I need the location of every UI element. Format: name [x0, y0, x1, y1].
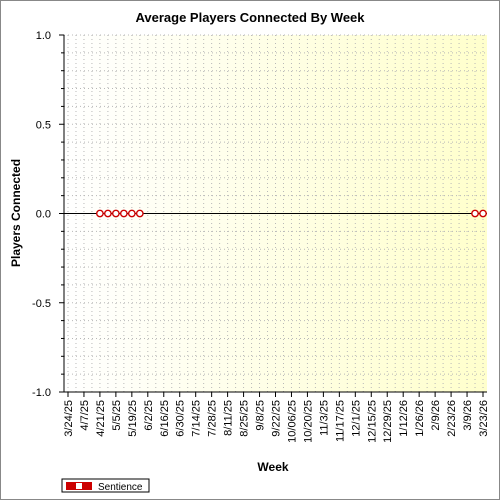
y-tick-label: 1.0 [36, 30, 51, 42]
x-tick-label: 5/19/25 [127, 400, 139, 437]
legend-marker-sentience [76, 483, 82, 489]
x-tick-label: 8/25/25 [239, 400, 251, 437]
data-point [135, 209, 144, 218]
data-point [479, 209, 487, 218]
x-tick-label: 12/1/25 [350, 400, 362, 437]
x-tick-label: 6/30/25 [175, 400, 187, 437]
x-tick-label: 12/15/25 [366, 400, 378, 443]
x-tick-label: 2/23/26 [446, 400, 458, 437]
x-tick-label: 10/06/25 [286, 400, 298, 443]
y-tick-label: -1.0 [32, 387, 51, 399]
data-point [111, 209, 120, 218]
x-tick-label: 7/28/25 [207, 400, 219, 437]
x-tick-label: 3/9/26 [462, 400, 474, 431]
series-sentience [96, 209, 487, 218]
x-tick-label: 3/24/25 [63, 400, 75, 437]
x-tick-label: 9/8/25 [255, 400, 267, 431]
x-tick-label: 6/2/25 [143, 400, 155, 431]
x-tick-label: 9/22/25 [271, 400, 283, 437]
y-axis-title: Players Connected [9, 159, 23, 267]
x-tick-label: 3/23/26 [478, 400, 490, 437]
legend-label-sentience: Sentience [98, 482, 143, 493]
x-tick-label: 12/29/25 [382, 400, 394, 443]
x-tick-label: 2/9/26 [430, 400, 442, 431]
x-tick-label: 4/21/25 [95, 400, 107, 437]
x-tick-label: 5/5/25 [111, 400, 123, 431]
x-tick-label: 8/11/25 [223, 400, 235, 436]
x-axis-ticks: 3/24/25 4/7/25 4/21/25 5/5/25 5/19/25 6/2/25 6… [63, 392, 490, 443]
data-point [471, 209, 479, 218]
x-tick-label: 1/26/26 [414, 400, 426, 437]
x-tick-label: 7/14/25 [191, 400, 203, 437]
x-tick-label: 1/12/26 [398, 400, 410, 437]
x-tick-label: 11/3/25 [318, 400, 330, 436]
y-tick-label: 0.5 [36, 119, 51, 131]
x-axis-title: Week [257, 460, 288, 474]
y-axis-ticks: 1.0 0.5 0.0 -0.5 -1.0 [32, 30, 64, 399]
data-point [103, 209, 112, 218]
x-tick-label: 11/17/25 [334, 400, 346, 442]
x-tick-label: 4/7/25 [79, 400, 91, 431]
data-point [119, 209, 128, 218]
x-tick-label: 6/16/25 [159, 400, 171, 437]
data-point [127, 209, 136, 218]
data-point [96, 209, 104, 218]
y-tick-label: -0.5 [32, 298, 51, 310]
x-tick-label: 10/20/25 [302, 400, 314, 443]
y-tick-label: 0.0 [36, 209, 51, 221]
chart-title: Average Players Connected By Week [135, 10, 365, 25]
legend: Sentience [61, 478, 150, 493]
